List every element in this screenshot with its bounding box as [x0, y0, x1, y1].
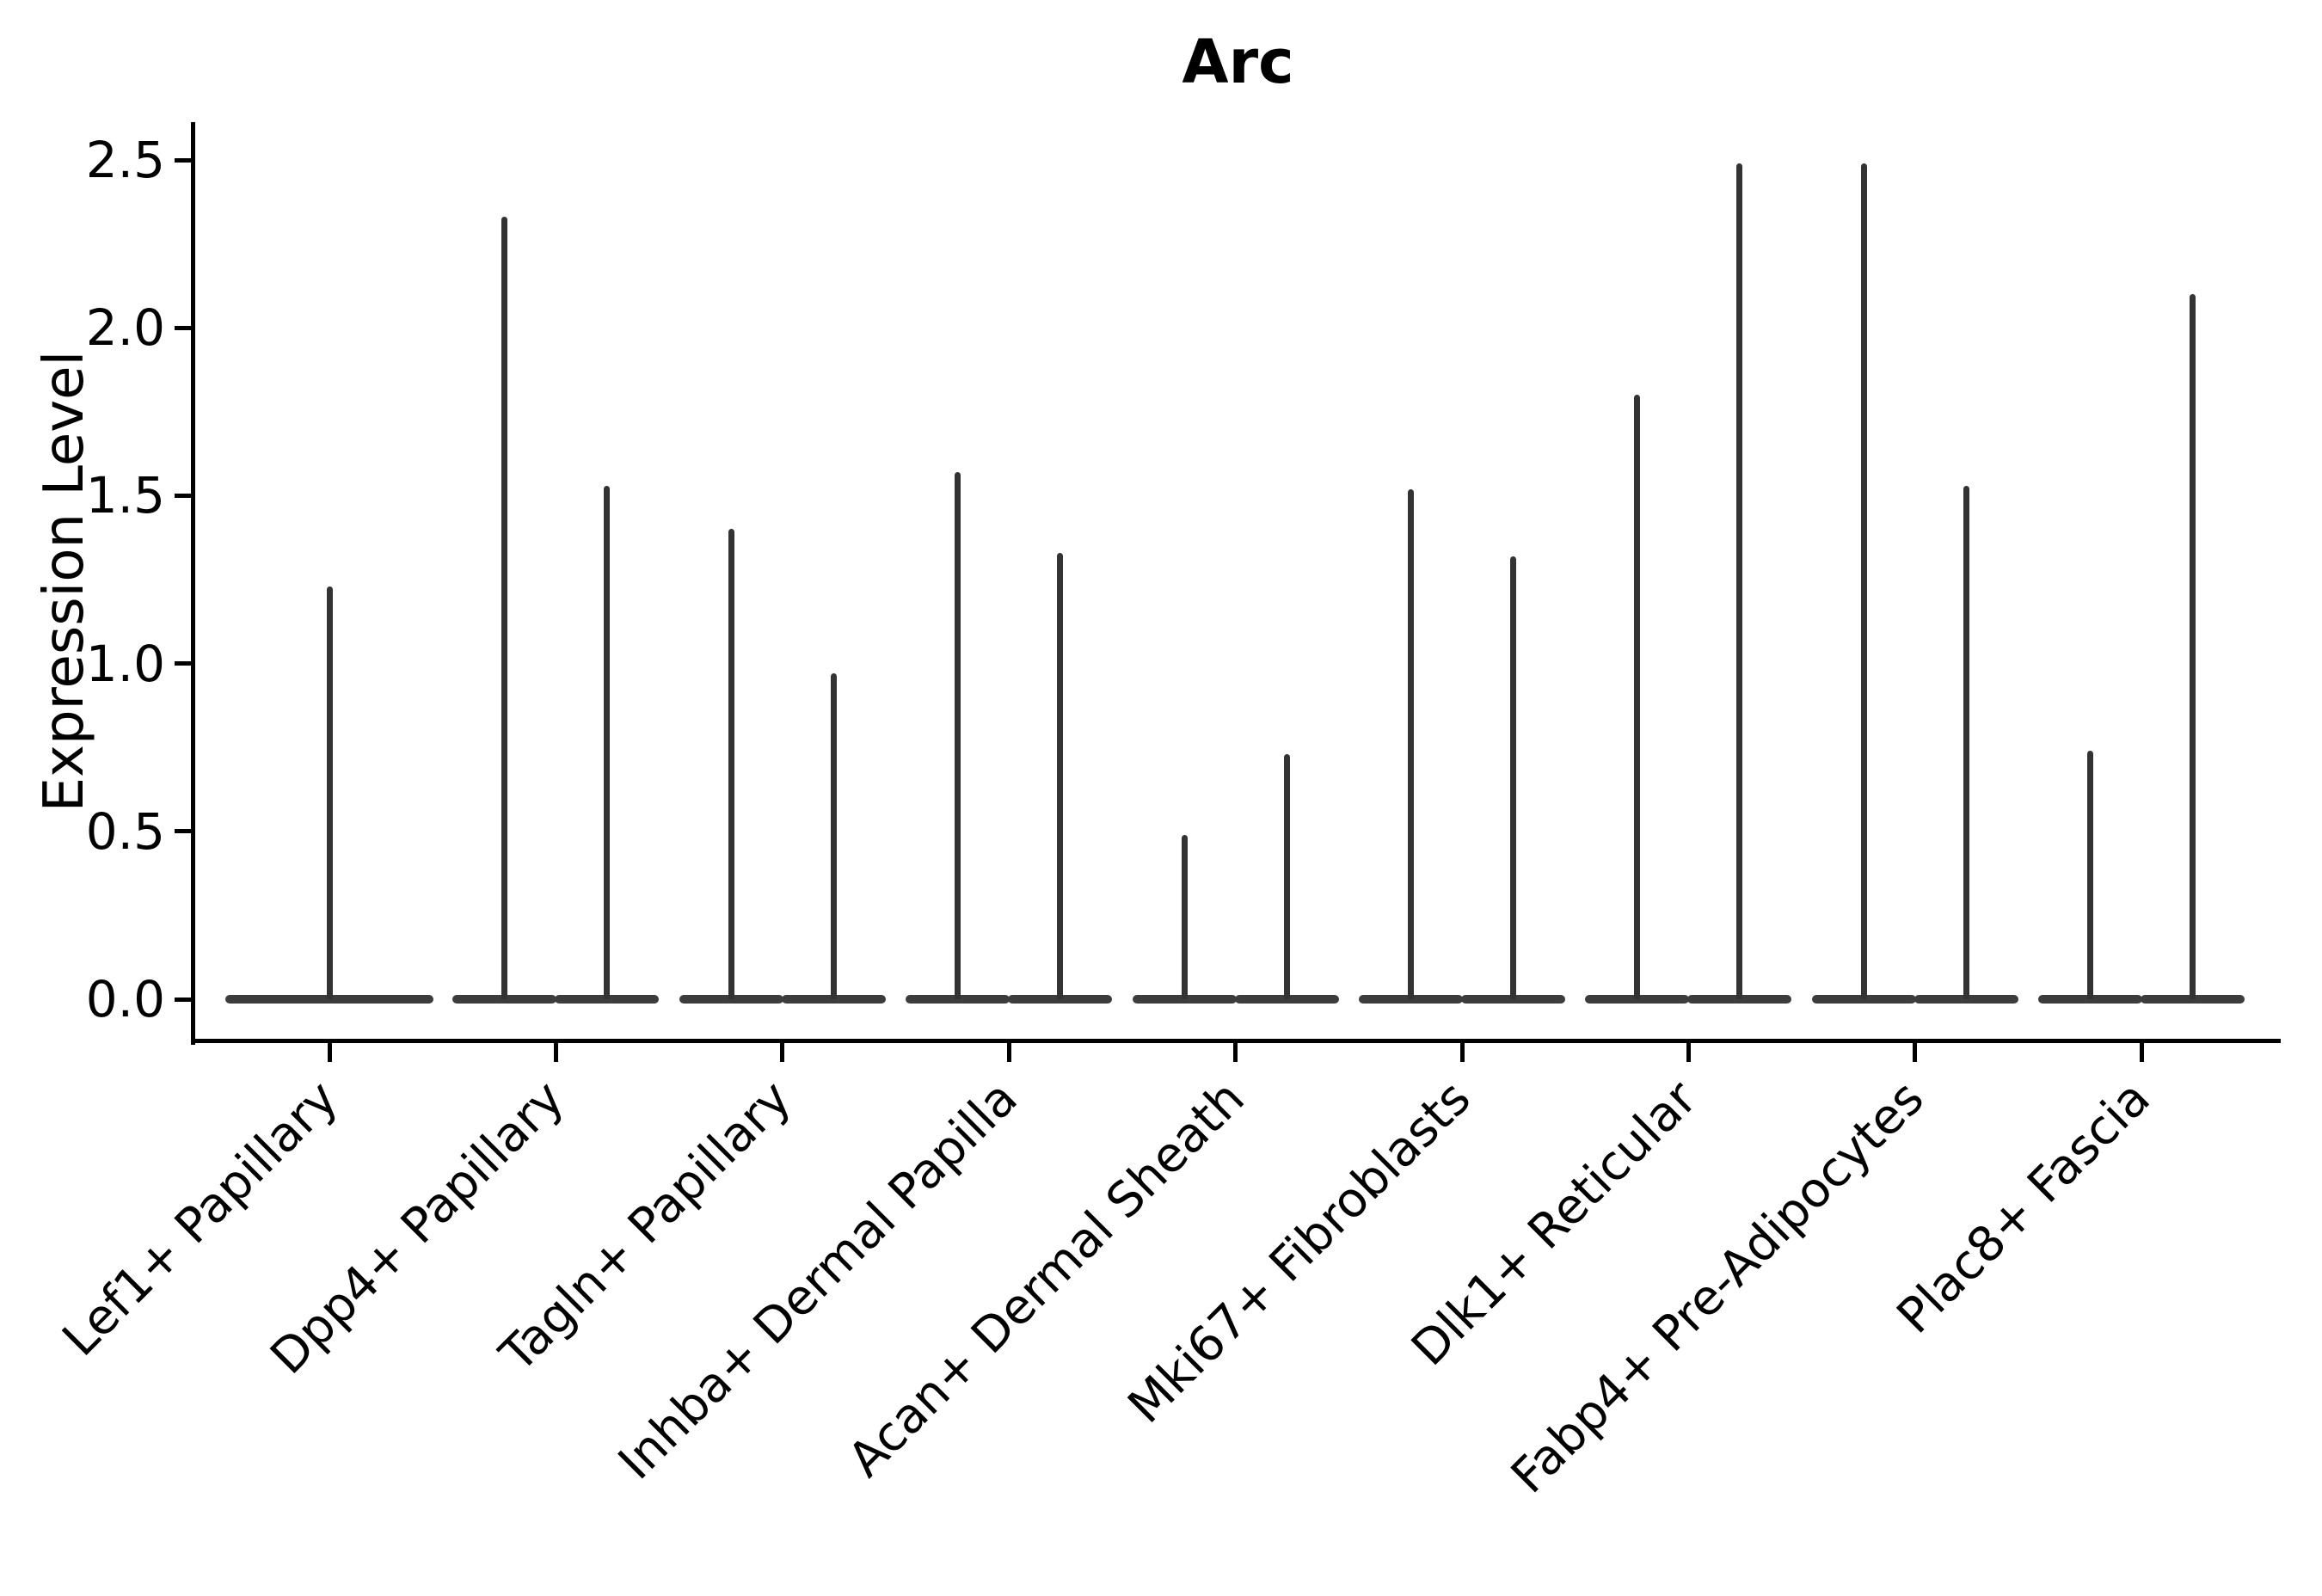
x-tick-mark [327, 1043, 332, 1062]
violin-spike [1736, 163, 1743, 999]
x-tick-mark [1233, 1043, 1238, 1062]
violin-body [1687, 995, 1792, 1004]
violin-body [1008, 995, 1113, 1004]
y-tick-mark [175, 493, 195, 498]
violin-body [2038, 995, 2143, 1004]
violin-spike [604, 485, 611, 999]
x-tick-label: Acan+ Dermal Sheath [837, 1070, 1256, 1489]
x-axis-line [191, 1039, 2281, 1043]
x-tick-label: Fabp4+ Pre-Adipocytes [1500, 1070, 1935, 1505]
y-tick-label: 2.5 [85, 131, 165, 189]
violin-body [1914, 995, 2018, 1004]
violin-body [1359, 995, 1463, 1004]
y-tick-mark [175, 325, 195, 330]
y-tick-label: 0.5 [85, 801, 165, 861]
violin-body [679, 995, 783, 1004]
x-tick-mark [1459, 1043, 1465, 1062]
y-tick-mark [175, 661, 195, 666]
y-tick-label: 1.0 [85, 634, 165, 693]
x-tick-label: Tagln+ Papillary [489, 1070, 802, 1384]
x-tick-label: Mki67+ Fibroblasts [1117, 1070, 1482, 1434]
violin-spike [2190, 294, 2196, 999]
violin-body [1811, 995, 1916, 1004]
violin-spike [1057, 552, 1064, 999]
y-tick-mark [175, 997, 195, 1002]
y-tick-mark [175, 829, 195, 834]
violin-body [452, 995, 557, 1004]
x-tick-mark [553, 1043, 558, 1062]
x-tick-label: Dlk1+ Reticular [1401, 1070, 1709, 1378]
x-tick-label: Dpp4+ Papillary [260, 1070, 576, 1385]
violin-spike [326, 586, 333, 999]
x-tick-mark [1686, 1043, 1691, 1062]
violin-spike [955, 472, 961, 999]
x-tick-mark [780, 1043, 785, 1062]
violin-body [906, 995, 1010, 1004]
y-axis-line [191, 122, 195, 1045]
violin-spike [1181, 834, 1188, 999]
violin-spike [2087, 751, 2094, 999]
violin-spike [728, 529, 734, 999]
violin-spike [1408, 488, 1414, 999]
y-tick-label: 2.0 [85, 298, 165, 358]
violin-body [555, 995, 660, 1004]
violin-spike [1860, 163, 1867, 999]
violin-body [1585, 995, 1690, 1004]
violin-spike [830, 673, 837, 999]
violin-body [225, 995, 433, 1004]
violin-spike [1634, 395, 1641, 999]
violin-body [1461, 995, 1565, 1004]
x-tick-mark [2139, 1043, 2144, 1062]
violin-spike [1510, 556, 1516, 999]
y-tick-label: 1.5 [85, 466, 165, 525]
violin-spike [1283, 754, 1290, 999]
x-tick-mark [1913, 1043, 1918, 1062]
plot-area: 0.0 0.5 1.0 1.5 2.0 2.5 Lef1+ Papillary Dpp4+ P… [52, 122, 2281, 1504]
violin-plot-figure: Arc Expression Level 0.0 0.5 1.0 1.5 2.0 2.5 L… [33, 27, 2281, 1504]
x-tick-label: Inhba+ Dermal Papilla [608, 1070, 1029, 1491]
y-tick-mark [175, 157, 195, 163]
chart-title: Arc [1182, 27, 1294, 97]
violin-body [2141, 995, 2245, 1004]
x-tick-mark [1006, 1043, 1011, 1062]
y-tick-label: 0.0 [85, 970, 165, 1028]
violin-spike [1963, 485, 1969, 999]
violin-body [1234, 995, 1339, 1004]
violin-spike [501, 217, 508, 999]
violin-body [781, 995, 886, 1004]
x-tick-label: Plac8+ Fascia [1886, 1070, 2161, 1345]
violin-body [1132, 995, 1237, 1004]
